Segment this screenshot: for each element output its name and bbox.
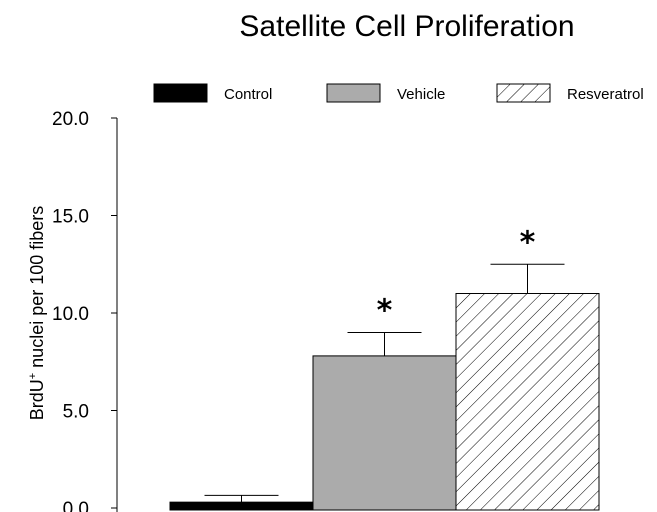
legend-label-vehicle: Vehicle [397,86,445,103]
chart-title: Satellite Cell Proliferation [239,10,574,43]
y-tick-label: 15.0 [52,207,89,228]
bar-resveratrol [455,293,600,511]
legend: Control Vehicle Resveratrol [153,83,644,103]
y-axis-label: BrdU+ nuclei per 100 fibers [27,206,47,421]
y-tick-label: 20.0 [52,109,89,130]
bars: ** [169,225,600,511]
y-tick-label: 0.0 [63,499,89,512]
legend-swatch-control [153,83,208,103]
legend-swatch-resveratrol [496,83,551,103]
legend-label-control: Control [224,86,272,103]
legend-label-resveratrol: Resveratrol [567,86,644,103]
y-tick-label: 5.0 [63,402,89,423]
significance-marker: * [377,294,393,329]
y-axis: 0.0 5.0 10.0 15.0 20.0 [52,109,118,512]
y-tick-label: 10.0 [52,304,89,325]
bar-control [169,501,314,511]
legend-swatch-vehicle [326,83,381,103]
significance-marker: * [520,225,536,260]
bar-vehicle [312,355,457,511]
